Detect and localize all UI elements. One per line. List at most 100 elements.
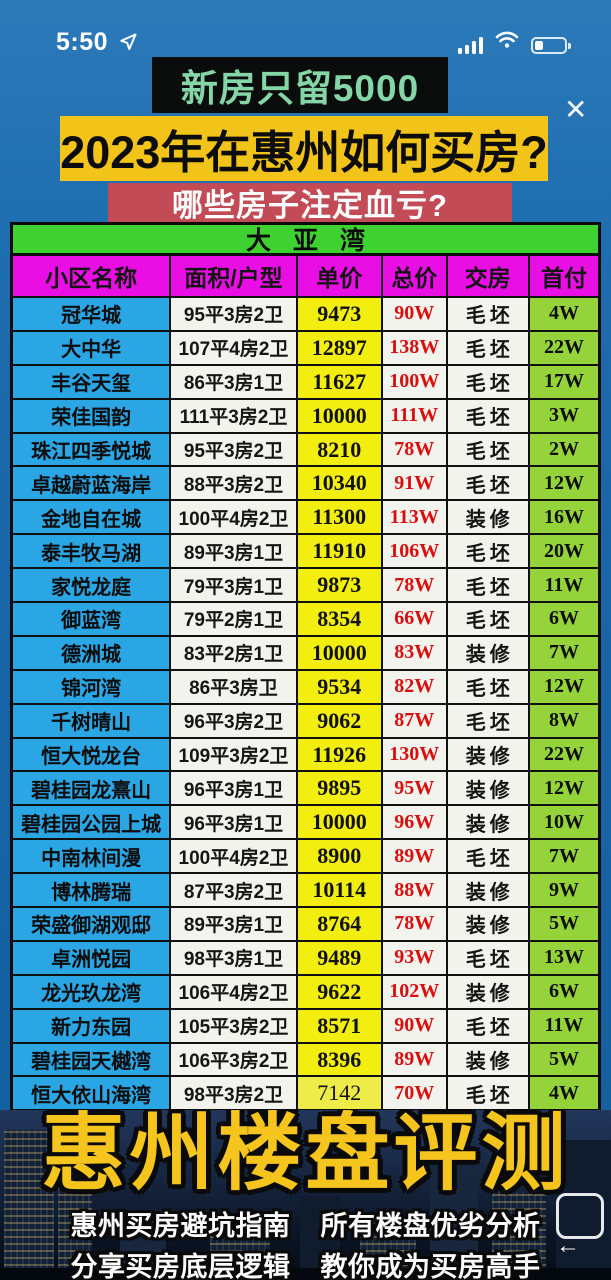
- cell-area-layout: 95平3房2卫: [169, 296, 298, 332]
- swipe-left-hint-icon[interactable]: [556, 1193, 604, 1239]
- cell-down-payment: 16W: [527, 499, 601, 536]
- cell-area-layout: 100平4房2卫: [169, 499, 298, 536]
- cell-unit-price: 8354: [295, 601, 383, 637]
- cell-total-price: 70W: [380, 1075, 448, 1112]
- listings-panel: 大亚湾 小区名称 面积/户型 单价 总价 交房 首付 冠华城 95平3房2卫 9…: [10, 222, 601, 1113]
- cell-community-name: 卓洲悦园: [10, 939, 172, 976]
- cell-unit-price: 11300: [295, 499, 383, 536]
- cell-down-payment: 7W: [527, 838, 601, 875]
- cell-down-payment: 5W: [527, 906, 601, 942]
- listings-table: 小区名称 面积/户型 单价 总价 交房 首付 冠华城 95平3房2卫 9473 …: [10, 253, 601, 1113]
- cell-delivery: 毛坯: [445, 702, 530, 739]
- cell-community-name: 荣佳国韵: [10, 397, 172, 434]
- cell-delivery: 毛坯: [445, 296, 530, 332]
- cell-total-price: 90W: [380, 296, 448, 332]
- footer-subtitles: 惠州买房避坑指南 分享买房底层逻辑 所有楼盘优劣分析 教你成为买房高手: [0, 1204, 611, 1280]
- cell-delivery: 装修: [445, 804, 530, 841]
- cell-total-price: 88W: [380, 872, 448, 909]
- table-row: 新力东园 105平3房2卫 8571 90W 毛坯 11W: [10, 1007, 601, 1044]
- cell-down-payment: 5W: [527, 1041, 601, 1078]
- table-row: 卓洲悦园 98平3房1卫 9489 93W 毛坯 13W: [10, 939, 601, 976]
- skyline-building: [492, 1192, 546, 1280]
- footer-title: 惠州楼盘评测: [41, 1110, 570, 1200]
- cell-unit-price: 9534: [295, 668, 383, 705]
- close-icon[interactable]: ✕: [564, 94, 588, 125]
- cell-total-price: 87W: [380, 702, 448, 739]
- cell-unit-price: 10114: [295, 872, 383, 909]
- cell-delivery: 毛坯: [445, 329, 530, 366]
- cell-community-name: 德洲城: [10, 634, 172, 671]
- cell-community-name: 龙光玖龙湾: [10, 973, 172, 1010]
- cell-total-price: 78W: [380, 567, 448, 604]
- table-row: 冠华城 95平3房2卫 9473 90W 毛坯 4W: [10, 296, 601, 332]
- cell-total-price: 96W: [380, 804, 448, 841]
- cell-community-name: 珠江四季悦城: [10, 431, 172, 468]
- cell-community-name: 大中华: [10, 329, 172, 366]
- cell-total-price: 102W: [380, 973, 448, 1010]
- cell-down-payment: 9W: [527, 872, 601, 909]
- cell-community-name: 卓越蔚蓝海岸: [10, 465, 172, 502]
- table-row: 博林腾瑞 87平3房2卫 10114 88W 装修 9W: [10, 872, 601, 909]
- cell-area-layout: 89平3房1卫: [169, 533, 298, 570]
- table-row: 御蓝湾 79平2房1卫 8354 66W 毛坯 6W: [10, 601, 601, 637]
- banner-title: 2023年在惠州如何买房?: [60, 116, 548, 181]
- cell-unit-price: 10340: [295, 465, 383, 502]
- cell-unit-price: 9489: [295, 939, 383, 976]
- cell-area-layout: 106平3房2卫: [169, 1041, 298, 1078]
- banner-top: 新房只留5000: [152, 57, 448, 113]
- cell-down-payment: 13W: [527, 939, 601, 976]
- cell-unit-price: 10000: [295, 804, 383, 841]
- cell-total-price: 138W: [380, 329, 448, 366]
- cell-delivery: 毛坯: [445, 465, 530, 502]
- table-row: 卓越蔚蓝海岸 88平3房2卫 10340 91W 毛坯 12W: [10, 465, 601, 502]
- cell-total-price: 130W: [380, 736, 448, 773]
- cell-community-name: 恒大悦龙台: [10, 736, 172, 773]
- table-row: 龙光玖龙湾 106平4房2卫 9622 102W 装修 6W: [10, 973, 601, 1010]
- table-row: 家悦龙庭 79平3房1卫 9873 78W 毛坯 11W: [10, 567, 601, 604]
- cell-down-payment: 4W: [527, 1075, 601, 1112]
- cell-unit-price: 9622: [295, 973, 383, 1010]
- clock: 5:50: [56, 28, 109, 56]
- table-row: 锦河湾 86平3房卫 9534 82W 毛坯 12W: [10, 668, 601, 705]
- cell-down-payment: 12W: [527, 465, 601, 502]
- cell-area-layout: 100平4房2卫: [169, 838, 298, 875]
- skyline-ground: [0, 1268, 611, 1280]
- skyline-building: [300, 1196, 340, 1280]
- cell-down-payment: 7W: [527, 634, 601, 671]
- cell-down-payment: 17W: [527, 363, 601, 400]
- cell-down-payment: 3W: [527, 397, 601, 434]
- cell-delivery: 毛坯: [445, 363, 530, 400]
- footer-banner: 惠州楼盘评测 惠州买房避坑指南 分享买房底层逻辑 所有楼盘优劣分析 教你成为买房…: [0, 1110, 611, 1280]
- cell-area-layout: 96平3房1卫: [169, 804, 298, 841]
- cell-delivery: 毛坯: [445, 1075, 530, 1112]
- cell-area-layout: 96平3房1卫: [169, 770, 298, 807]
- header-row: 小区名称 面积/户型 单价 总价 交房 首付: [10, 253, 601, 298]
- cell-down-payment: 2W: [527, 431, 601, 468]
- cell-area-layout: 98平3房1卫: [169, 939, 298, 976]
- cell-down-payment: 10W: [527, 804, 601, 841]
- table-row: 碧桂园公园上城 96平3房1卫 10000 96W 装修 10W: [10, 804, 601, 841]
- cell-unit-price: 9062: [295, 702, 383, 739]
- cell-delivery: 毛坯: [445, 1007, 530, 1044]
- cell-area-layout: 86平3房卫: [169, 668, 298, 705]
- swipe-left-arrow-icon[interactable]: ←: [556, 1232, 580, 1259]
- cell-total-price: 111W: [380, 397, 448, 434]
- table-row: 珠江四季悦城 95平3房2卫 8210 78W 毛坯 2W: [10, 431, 601, 468]
- table-row: 荣盛御湖观邸 89平3房1卫 8764 78W 装修 5W: [10, 906, 601, 942]
- table-row: 德洲城 83平2房1卫 10000 83W 装修 7W: [10, 634, 601, 671]
- col-header-total-price: 总价: [380, 253, 448, 298]
- battery-icon: [531, 37, 571, 54]
- table-row: 碧桂园天樾湾 106平3房2卫 8396 89W 装修 5W: [10, 1041, 601, 1078]
- cell-unit-price: 8571: [295, 1007, 383, 1044]
- cell-community-name: 博林腾瑞: [10, 872, 172, 909]
- cell-unit-price: 8764: [295, 906, 383, 942]
- cell-delivery: 装修: [445, 973, 530, 1010]
- cell-area-layout: 86平3房1卫: [169, 363, 298, 400]
- cell-delivery: 毛坯: [445, 397, 530, 434]
- table-row: 千树晴山 96平3房2卫 9062 87W 毛坯 8W: [10, 702, 601, 739]
- cell-community-name: 新力东园: [10, 1007, 172, 1044]
- cell-unit-price: 10000: [295, 634, 383, 671]
- cell-down-payment: 8W: [527, 702, 601, 739]
- cell-unit-price: 11926: [295, 736, 383, 773]
- col-header-area: 面积/户型: [169, 253, 298, 298]
